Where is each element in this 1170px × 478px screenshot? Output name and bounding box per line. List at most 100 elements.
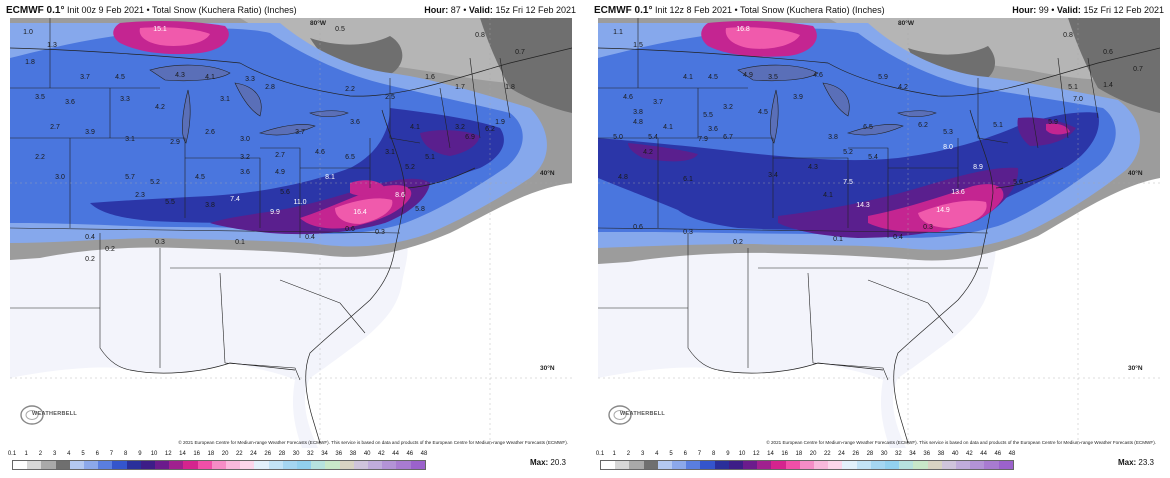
logo-swirl-icon [608,405,632,425]
snow-total-label: 6.7 [723,134,733,141]
map-panel-left: ECMWF 0.1° Init 00z 9 Feb 2021 • Total S… [2,0,580,478]
colorbar-swatch [956,461,971,469]
max-number: 20.3 [550,458,566,467]
snow-total-label: 0.2 [85,256,95,263]
snow-total-label: 5.2 [843,149,853,156]
colorbar-swatch [629,461,644,469]
snow-total-label: 0.4 [893,234,903,241]
colorbar-swatch [353,461,369,469]
colorbar-swatch [226,461,241,469]
max-number: 23.3 [1138,458,1154,467]
colorbar-swatch [27,461,42,469]
colorbar-swatch [55,461,70,469]
snow-total-label: 3.8 [205,202,215,209]
colorbar-tick-label: 46 [406,451,414,457]
colorbar-swatch [785,461,800,469]
colorbar-swatch [927,461,942,469]
snow-total-label: 3.9 [85,129,95,136]
colorbar-swatch [339,461,354,469]
snow-total-label: 0.1 [833,236,843,243]
valid-label: Valid: [468,5,493,15]
colorbar-tick-label: 8 [123,451,128,457]
snow-total-label: 0.8 [475,32,485,39]
colorbar-swatch [941,461,957,469]
snow-total-label: 3.4 [768,172,778,179]
colorbar-swatch [828,461,843,469]
colorbar-tick-label: 2 [38,451,43,457]
snow-total-label: 7.0 [1073,96,1083,103]
hour-label: Hour: [424,5,449,15]
colorbar-swatch [311,461,326,469]
snow-total-label: 9.9 [270,209,280,216]
valid-value: 15z Fri 12 Feb 2021 [1083,5,1164,15]
snow-total-label: 5.1 [1068,84,1078,91]
snow-total-label: 4.2 [155,104,165,111]
colorbar-tick-label: 30 [880,451,888,457]
snow-total-label: 6.2 [918,122,928,129]
snow-total-label: 2.6 [205,129,215,136]
lat-label-40n: 40°N [540,170,555,177]
snow-total-label: 1.0 [23,29,33,36]
snow-total-label: 0.3 [923,224,933,231]
snow-total-label: 2.2 [345,86,355,93]
logo-text: WEATHERBELL [32,411,78,417]
colorbar-tick-label: 26 [264,451,272,457]
snow-total-label: 3.5 [768,74,778,81]
snow-total-label: 3.2 [723,104,733,111]
colorbar-tick-label: 10 [150,451,158,457]
colorbar-swatch [169,461,184,469]
colorbar-tick-label: 6 [683,451,687,457]
snow-total-label: 6.5 [863,124,873,131]
valid-label: Valid: [1056,5,1081,15]
colorbar-swatch [254,461,269,469]
colorbar-swatch [197,461,212,469]
snow-total-labels: 1.1 1.5 16.8 0.8 0.6 0.7 1.4 4.1 4.5 4.9 3.5 4.6 5.9… [598,18,1160,448]
snow-total-label: 3.1 [220,96,230,103]
colorbar-tick-label: 4 [67,451,71,457]
colorbar-swatch [41,461,56,469]
snow-total-label: 16.4 [353,209,367,216]
model-title: ECMWF 0.1° [594,5,653,16]
colorbar-tick-label: 20 [809,451,817,457]
colorbar-swatch [799,461,815,469]
snow-total-label: 0.3 [683,229,693,236]
hour-label: Hour: [1012,5,1037,15]
snow-total-label: 1.4 [1103,82,1113,89]
snow-total-label: 4.5 [758,109,768,116]
snow-total-label: 5.7 [125,174,135,181]
snow-total-label: 3.1 [385,149,395,156]
colorbar-swatch [686,461,701,469]
colorbar-tick-label: 42 [378,451,385,457]
snow-total-label: 3.7 [80,74,90,81]
run-subtitle: Init 00z 9 Feb 2021 • Total Snow (Kucher… [66,5,297,15]
colorbar-tick-label: 1 [612,451,616,457]
snow-total-label: 8.9 [973,164,983,171]
snow-total-label: 6.5 [345,154,355,161]
snow-total-label: 5.4 [868,154,878,161]
model-title: ECMWF 0.1° [6,5,65,16]
lat-label-30n: 30°N [540,365,555,372]
snow-total-label: 4.3 [808,164,818,171]
snow-total-label: 1.7 [455,84,465,91]
colorbar-tick-label: 24 [250,451,257,457]
snow-total-label: 13.6 [951,189,965,196]
colorbar-swatches [12,460,426,470]
snow-total-label: 3.7 [653,99,663,106]
snow-total-label: 3.9 [793,94,803,101]
colorbar-swatch [112,461,127,469]
colorbar-swatch [814,461,829,469]
snow-total-label: 0.3 [375,229,385,236]
lon-label-80w: 80°W [898,20,914,27]
snow-total-labels: 1.0 1.3 1.8 15.1 0.8 0.5 0.7 3.7 4.5 4.3 4.1 3.3 3.5… [10,18,572,448]
ecmwf-credit: © 2021 European Centre for Medium-range … [178,440,568,445]
colorbar-swatch [98,461,113,469]
snow-total-label: 2.3 [135,192,145,199]
snow-total-label: 0.7 [515,49,525,56]
snow-total-label: 1.6 [425,74,435,81]
colorbar-tick-label: 46 [994,451,1002,457]
snow-total-label: 0.2 [733,239,743,246]
colorbar-tick-label: 32 [895,451,902,457]
snow-total-label: 4.2 [898,84,908,91]
snow-total-label: 1.3 [47,42,57,49]
snow-total-label: 2.7 [50,124,60,131]
